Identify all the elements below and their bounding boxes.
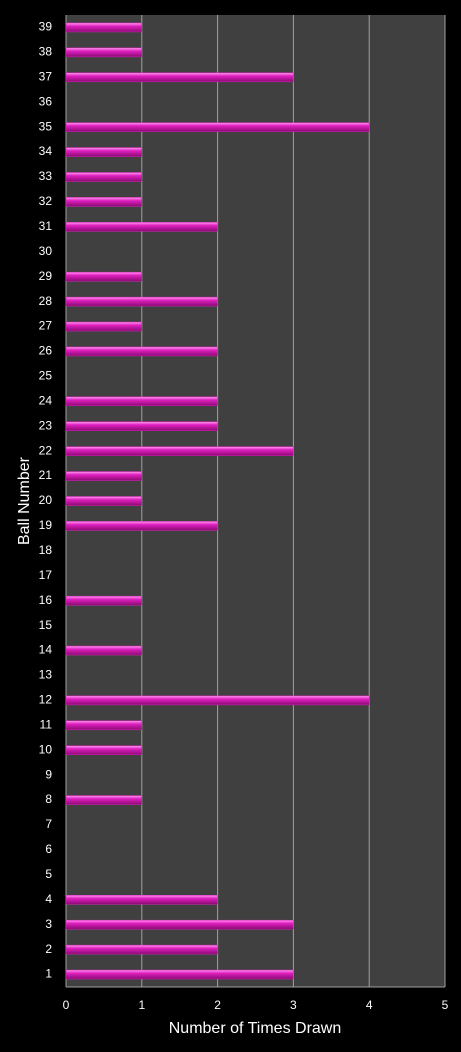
y-axis-label: Ball Number	[16, 456, 33, 545]
x-tick-label: 5	[442, 998, 449, 1012]
bar	[65, 745, 143, 755]
y-tick-label: 33	[39, 169, 53, 183]
bar	[65, 396, 218, 407]
y-tick-label: 6	[45, 842, 52, 856]
y-tick-label: 29	[39, 269, 53, 283]
y-tick-label: 21	[39, 468, 53, 482]
y-tick-label: 38	[39, 45, 53, 59]
bar	[65, 197, 143, 207]
bar	[65, 122, 370, 132]
y-tick-label: 37	[39, 69, 53, 83]
y-tick-label: 27	[39, 319, 53, 333]
bar	[65, 446, 294, 456]
y-tick-label: 16	[39, 593, 53, 607]
y-tick-label: 17	[39, 568, 53, 582]
bar	[65, 421, 218, 431]
y-tick-label: 2	[45, 942, 52, 956]
bar	[65, 919, 294, 930]
bar	[65, 222, 218, 232]
bar	[65, 944, 218, 955]
bar	[65, 496, 143, 506]
bar	[65, 321, 143, 332]
y-tick-label: 4	[45, 892, 52, 906]
bar	[65, 172, 143, 182]
x-tick-label: 0	[63, 998, 70, 1012]
x-tick-label: 3	[290, 998, 297, 1012]
y-tick-label: 1	[45, 967, 52, 981]
bar	[65, 72, 294, 83]
y-tick-label: 3	[45, 917, 52, 931]
x-tick-label: 4	[366, 998, 373, 1012]
y-tick-label: 31	[39, 219, 53, 233]
bar	[65, 645, 143, 656]
y-tick-label: 26	[39, 344, 53, 358]
y-tick-label: 11	[40, 717, 53, 731]
bar	[65, 271, 143, 282]
y-tick-label: 10	[39, 742, 53, 756]
y-tick-label: 8	[45, 792, 52, 806]
y-tick-label: 19	[39, 518, 53, 532]
y-tick-label: 34	[39, 144, 53, 158]
x-axis-label: Number of Times Drawn	[169, 1020, 342, 1037]
x-tick-label: 2	[214, 998, 221, 1012]
y-tick-label: 25	[39, 369, 53, 383]
y-tick-label: 22	[39, 443, 53, 457]
y-tick-label: 13	[39, 668, 53, 682]
bar	[65, 795, 143, 805]
bar	[65, 296, 218, 307]
y-tick-label: 14	[39, 643, 53, 657]
bar	[65, 47, 143, 58]
x-tick-label: 1	[138, 998, 145, 1012]
y-tick-label: 20	[39, 493, 53, 507]
bar	[65, 595, 143, 606]
y-tick-label: 9	[45, 767, 52, 781]
y-tick-label: 30	[39, 244, 53, 258]
y-tick-label: 12	[39, 693, 53, 707]
bar	[65, 346, 218, 357]
y-tick-label: 15	[39, 618, 53, 632]
bar	[65, 521, 218, 531]
bar	[65, 471, 143, 481]
bar	[65, 895, 218, 905]
bar	[65, 969, 294, 980]
y-tick-label: 7	[45, 817, 52, 831]
y-tick-label: 23	[39, 418, 53, 432]
y-tick-label: 5	[45, 867, 52, 881]
y-tick-label: 32	[39, 194, 53, 208]
bar	[65, 22, 143, 33]
y-tick-label: 28	[39, 294, 53, 308]
y-tick-label: 24	[39, 393, 53, 407]
bar	[65, 720, 143, 731]
y-tick-label: 36	[39, 94, 53, 108]
bar	[65, 147, 143, 157]
y-tick-label: 18	[39, 543, 53, 557]
bar	[65, 695, 370, 706]
y-tick-label: 39	[39, 20, 53, 34]
y-tick-label: 35	[39, 119, 53, 133]
